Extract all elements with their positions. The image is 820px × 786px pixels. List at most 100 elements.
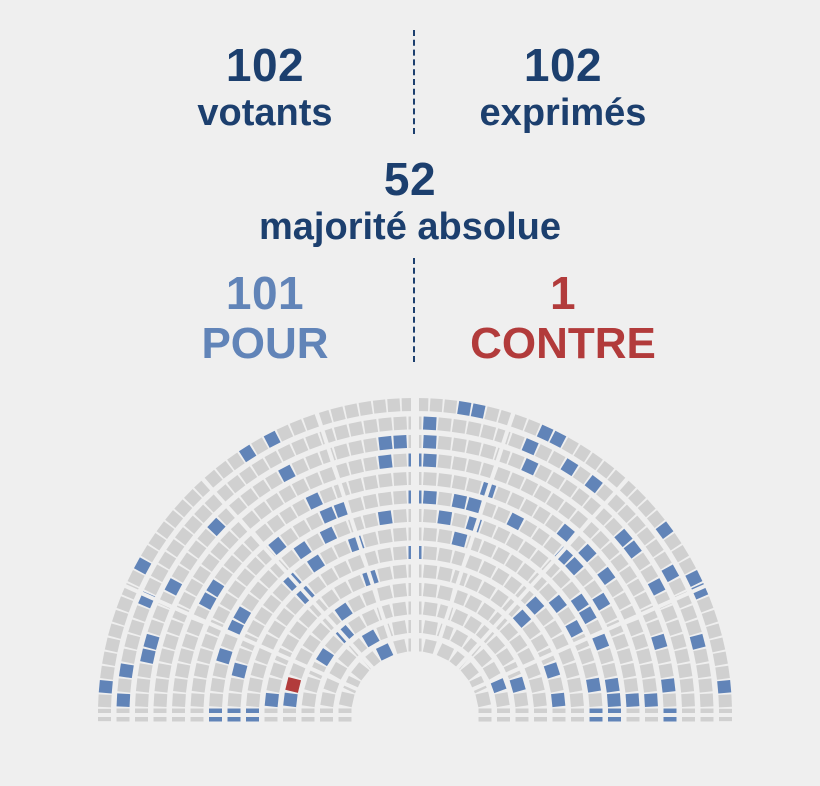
seat-absent <box>378 417 393 432</box>
seat-absent <box>491 567 510 586</box>
seat-pour <box>216 648 233 665</box>
seat-absent <box>247 677 263 693</box>
seat-absent <box>559 479 578 498</box>
seat-absent <box>522 621 541 640</box>
seat-pour <box>268 536 287 556</box>
seat-absent <box>178 591 196 610</box>
seat-absent <box>333 424 350 441</box>
seat-pour <box>233 606 252 625</box>
seat-absent <box>473 648 492 668</box>
seat-pour <box>554 546 573 565</box>
seat-absent <box>269 662 287 679</box>
seat-pour <box>644 693 658 708</box>
seat-absent <box>179 552 198 571</box>
seat-absent <box>561 581 581 600</box>
seat-pour <box>118 663 134 679</box>
seat-absent <box>701 609 718 626</box>
seat-absent <box>627 515 646 534</box>
seat-pour <box>238 444 257 463</box>
seat-absent <box>535 607 554 627</box>
seat-pour <box>307 554 325 573</box>
seat-absent <box>567 533 587 552</box>
seat-absent <box>499 622 519 641</box>
votants-label: votants <box>197 92 333 134</box>
seat-absent <box>239 466 258 485</box>
seat-absent <box>254 607 273 625</box>
seat-absent <box>210 677 226 693</box>
seat-absent <box>620 662 637 679</box>
seat-pour <box>604 677 620 693</box>
seat-absent <box>596 460 615 479</box>
seat-absent <box>569 692 584 708</box>
seat-absent <box>655 648 671 665</box>
seat-absent <box>507 452 525 470</box>
seat-pour <box>549 430 567 448</box>
seat-pour <box>457 401 472 416</box>
seat-absent <box>191 678 207 693</box>
seat-absent <box>330 406 346 423</box>
seat-absent <box>116 596 134 613</box>
seat-absent <box>616 648 633 665</box>
seat-absent <box>124 633 141 650</box>
seat-absent <box>484 406 500 423</box>
seat-absent <box>505 533 524 552</box>
seat-absent <box>174 499 193 518</box>
seat-absent <box>162 633 179 650</box>
seat-absent <box>563 662 580 679</box>
seat-absent <box>422 601 438 617</box>
seat-absent <box>493 467 511 484</box>
seat-absent <box>478 560 497 579</box>
seat-absent <box>305 432 322 450</box>
seat-absent <box>393 509 408 524</box>
seat-absent <box>546 492 565 511</box>
seat-absent <box>626 578 645 597</box>
seat-pour <box>556 523 575 542</box>
seat-pour <box>361 629 380 648</box>
seat-absent <box>301 692 317 708</box>
seat-absent <box>156 663 172 679</box>
seat-absent <box>680 605 698 622</box>
seat-absent <box>449 651 468 670</box>
seat-pour <box>198 592 217 610</box>
seat-absent <box>507 472 525 490</box>
seat-absent <box>272 583 292 602</box>
seat-absent <box>227 452 245 471</box>
seat-absent <box>451 512 468 529</box>
seat-absent <box>477 602 496 621</box>
seat-absent <box>585 452 603 471</box>
seat-absent <box>305 512 324 531</box>
seat-pour <box>378 454 393 469</box>
seat-absent <box>607 469 626 488</box>
seat-pour <box>597 566 616 586</box>
seat-absent <box>306 533 325 552</box>
seat-pour <box>606 693 621 708</box>
seat-absent <box>392 620 408 636</box>
seat-absent <box>267 620 286 639</box>
seat-absent <box>220 530 239 550</box>
seat-pour <box>560 458 579 477</box>
seat-absent <box>479 540 497 558</box>
seat-absent <box>192 565 211 584</box>
seat-absent <box>351 662 370 681</box>
seat-absent <box>642 678 657 693</box>
seat-absent <box>422 546 438 561</box>
seat-absent <box>437 566 453 582</box>
seat-pour <box>319 506 337 524</box>
seat-absent <box>201 553 220 572</box>
seat-absent <box>437 528 453 544</box>
seat-pour <box>570 593 589 612</box>
seat-pour <box>565 620 583 638</box>
seat-absent <box>264 450 283 469</box>
seat-absent <box>320 692 336 708</box>
seat-absent <box>362 531 379 548</box>
seat-pour <box>164 578 183 596</box>
seat-pour <box>506 512 525 531</box>
seat-absent <box>98 694 112 708</box>
seat-absent <box>519 519 538 538</box>
seat-absent <box>156 521 175 540</box>
seat-absent <box>320 547 338 565</box>
seat-pour <box>422 416 437 431</box>
seat-absent <box>607 494 626 513</box>
seat-pour <box>278 464 296 483</box>
seat-absent <box>674 648 690 664</box>
